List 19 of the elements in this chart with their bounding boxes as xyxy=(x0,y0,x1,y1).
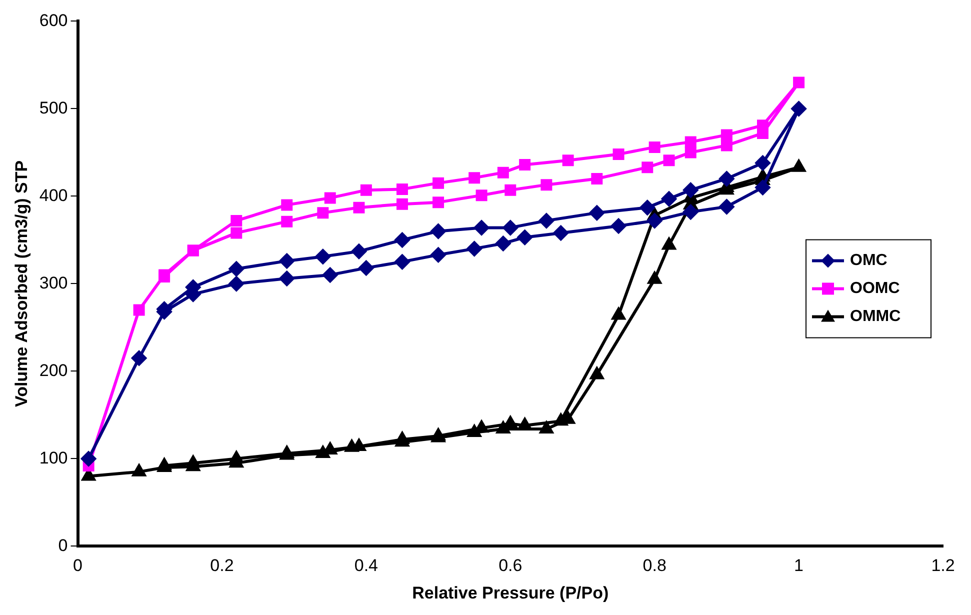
legend-label: OOMC xyxy=(850,280,900,298)
x-tick-label: 0.6 xyxy=(498,556,522,576)
x-tick-label: 0 xyxy=(73,556,82,576)
y-tick-label: 400 xyxy=(39,186,68,205)
y-tick-label: 200 xyxy=(39,360,68,380)
y-tick-label: 100 xyxy=(39,448,68,468)
legend-label: OMC xyxy=(850,252,888,270)
x-tick-label: 1 xyxy=(794,556,804,576)
x-axis-title: Relative Pressure (P/Po) xyxy=(412,583,609,602)
x-tick-label: 0.4 xyxy=(354,556,378,576)
x-tick-label: 0.2 xyxy=(210,556,234,576)
y-tick-label: 0 xyxy=(58,536,68,555)
y-tick-label: 600 xyxy=(39,10,68,30)
y-tick-label: 300 xyxy=(39,273,68,292)
y-axis-title: Volume Adsorbed (cm3/g) STP xyxy=(12,160,31,407)
y-tick-label: 500 xyxy=(39,98,68,118)
x-tick-label: 1.2 xyxy=(931,556,955,576)
x-tick-label: 0.8 xyxy=(642,556,666,576)
legend-label: OMMC xyxy=(850,308,902,326)
